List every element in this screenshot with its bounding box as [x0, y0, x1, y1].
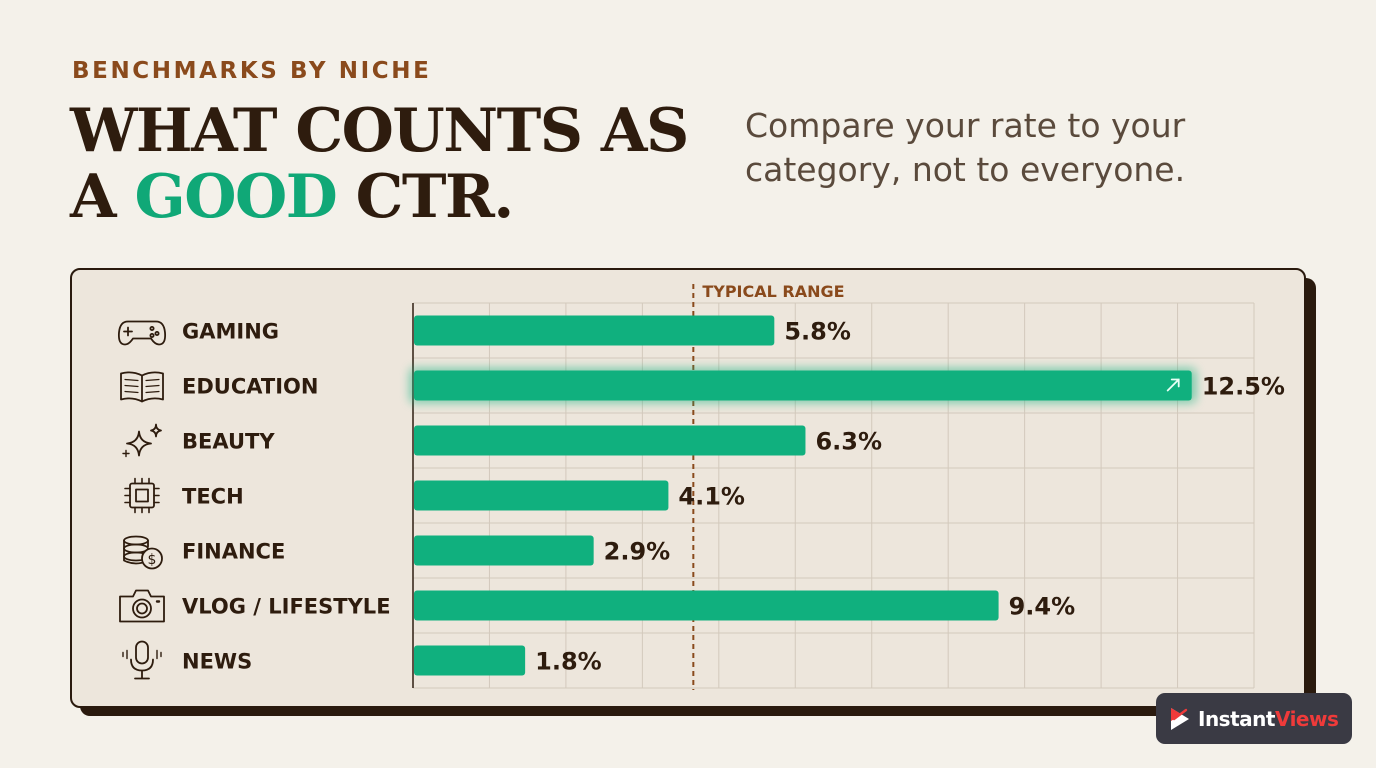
eyebrow-label: BENCHMARKS BY NICHE: [72, 58, 432, 84]
dollar-icon: $: [148, 552, 157, 568]
bar-beauty: [414, 425, 806, 456]
coins-icon: $: [123, 535, 163, 570]
brand-name-part-2: Views: [1274, 706, 1339, 731]
ctr-bar-chart: TYPICAL RANGE 5.8% 12.5% 6.3% 4.1%2.9% 9.4% 1…: [117, 282, 1285, 690]
page-title: WHAT COUNTS AS A GOOD CTR.: [70, 96, 689, 230]
category-label: NEWS: [182, 650, 252, 674]
chart-grid: [412, 302, 1255, 689]
subtitle-line-2: category, not to everyone.: [745, 150, 1186, 189]
value-label: 2.9%: [604, 538, 671, 566]
category-labels-group: GAMING EDUCATION BEAUTY TECH $ FINANCE VLOG / …: [117, 320, 391, 680]
gamepad-icon: [117, 320, 167, 346]
title-suffix: CTR.: [336, 162, 515, 232]
title-accent-word: GOOD: [134, 162, 337, 232]
title-line-2: A GOOD CTR.: [70, 164, 688, 230]
category-label: GAMING: [182, 320, 279, 344]
arrow-up-right-icon: [1166, 378, 1180, 392]
reference-line-group: TYPICAL RANGE: [692, 282, 845, 690]
microphone-icon: [122, 640, 162, 680]
subtitle-line-1: Compare your rate to your: [745, 106, 1186, 145]
bar-finance: [414, 535, 594, 566]
chart-card: TYPICAL RANGE 5.8% 12.5% 6.3% 4.1% 2.9% 9.4% 1…: [70, 268, 1306, 708]
category-label: VLOG / LIFESTYLE: [182, 595, 391, 619]
brand-badge[interactable]: InstantViews: [1156, 693, 1352, 744]
value-label: 4.1%: [678, 483, 745, 511]
value-label: 5.8%: [784, 318, 851, 346]
value-label: 1.8%: [535, 648, 602, 676]
bar-vlog-lifestyle: [414, 590, 999, 621]
bars-group: 5.8% 12.5% 6.3% 4.1%2.9% 9.4% 1.8%: [410, 315, 1285, 676]
title-line-1: WHAT COUNTS AS: [70, 96, 689, 166]
bar-news: [414, 645, 526, 676]
value-label: 9.4%: [1009, 593, 1076, 621]
title-prefix: A: [70, 162, 135, 232]
value-label: 12.5%: [1202, 373, 1285, 401]
typical-range-label: TYPICAL RANGE: [702, 282, 844, 301]
bar-gaming: [414, 315, 775, 346]
category-label: BEAUTY: [182, 430, 275, 454]
bar-education: [414, 370, 1192, 401]
category-label: TECH: [182, 485, 244, 509]
bar-tech: [414, 480, 669, 511]
book-icon: [120, 371, 164, 403]
camera-icon: [119, 589, 165, 623]
play-logo-icon: [1171, 707, 1189, 730]
category-label: EDUCATION: [182, 375, 318, 399]
page-subtitle: Compare your rate to your category, not …: [745, 104, 1265, 192]
brand-name: InstantViews: [1198, 706, 1339, 731]
category-label: FINANCE: [182, 540, 285, 564]
chip-icon: [124, 477, 160, 514]
sparkles-icon: [122, 423, 162, 458]
brand-name-part-1: Instant: [1198, 706, 1275, 731]
value-label: 6.3%: [815, 428, 882, 456]
